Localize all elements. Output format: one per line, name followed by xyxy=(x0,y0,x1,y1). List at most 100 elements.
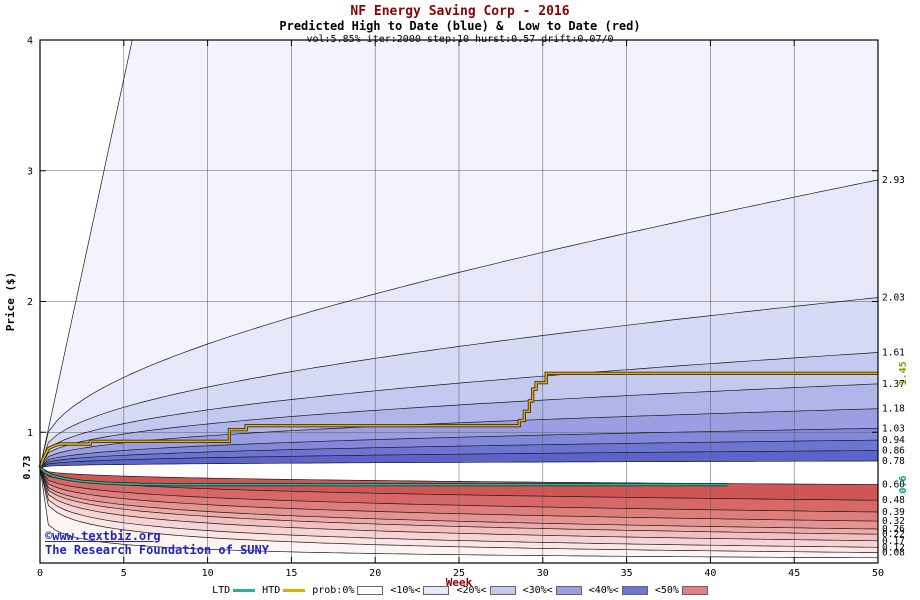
low-envelope-curve xyxy=(39,467,879,559)
envelope-value-label: 1.37 xyxy=(882,379,905,390)
low-envelope-curve xyxy=(39,467,879,542)
legend-line-sample xyxy=(283,589,306,592)
legend-label: HTD xyxy=(262,585,281,596)
legend-item: <30%< xyxy=(523,585,582,596)
high-envelope-curve xyxy=(39,408,879,468)
chart-subtitle: Predicted High to Date (blue) & Low to D… xyxy=(279,18,641,33)
probability-band xyxy=(40,383,878,468)
probability-band xyxy=(40,428,878,468)
legend-item: HTD xyxy=(262,585,306,596)
x-tick-label: 45 xyxy=(788,568,800,579)
high-envelope-curve xyxy=(39,383,879,468)
envelope-value-label: 0.26 xyxy=(882,524,905,535)
envelope-value-label: 0.22 xyxy=(882,529,905,540)
x-tick-label: 5 xyxy=(121,568,127,579)
legend-swatch xyxy=(357,586,384,595)
htd-line xyxy=(39,372,878,468)
legend-label: <40%< xyxy=(588,585,619,596)
low-envelope-curve xyxy=(39,467,879,548)
ltd-line xyxy=(39,466,728,486)
envelope-value-label: 1.61 xyxy=(882,347,905,358)
legend-label: <30%< xyxy=(522,585,553,596)
envelope-value-label: 0.48 xyxy=(882,495,905,506)
envelope-value-label: 2.93 xyxy=(882,175,905,186)
envelope-value-label: 0.08 xyxy=(882,548,905,559)
envelope-value-label: 0.32 xyxy=(882,516,905,527)
high-envelope-curve xyxy=(39,427,879,468)
y-tick-label: 2 xyxy=(27,297,33,308)
axis-labels: 0 5 10 15 20 25 30 35 40 45 50 1 2 3 4 Week Price ($) 0.7… xyxy=(4,36,909,590)
watermark-link[interactable]: ©www.textbiz.org xyxy=(45,529,161,543)
grid-group xyxy=(40,40,878,563)
envelope-value-label: 0.86 xyxy=(882,446,905,457)
y-axis-title: Price ($) xyxy=(4,272,17,332)
x-tick-label: 30 xyxy=(537,568,549,579)
envelope-value-label: 0.94 xyxy=(882,435,905,446)
y-tick-label: 4 xyxy=(27,36,33,47)
legend-item: <50% xyxy=(655,585,708,596)
probability-band xyxy=(40,467,878,512)
legend-line-sample xyxy=(233,589,256,592)
x-tick-label: 15 xyxy=(285,568,297,579)
envelope-value-label: 0.60 xyxy=(882,480,905,491)
x-tick-label: 0 xyxy=(37,568,43,579)
high-envelope-curve xyxy=(39,179,879,468)
probability-band xyxy=(40,467,878,541)
legend: LTD HTD prob:0% <10%< <20%< <30%< <40%< <50% xyxy=(0,585,920,596)
high-envelope-curve xyxy=(39,352,879,468)
chart-params: vol:5.85% iter:2000 step:10 hurst:0.57 d… xyxy=(306,33,614,45)
x-tick-label: 35 xyxy=(621,568,633,579)
ltd-end-label: 0.6 xyxy=(898,476,909,494)
legend-label: <10%< xyxy=(390,585,421,596)
htd-end-label: 1.45 xyxy=(898,361,909,385)
x-axis-title: Week xyxy=(446,576,473,589)
envelope-value-label: 1.03 xyxy=(882,423,905,434)
y-tick-label: 3 xyxy=(27,166,33,177)
start-price-label: 0.73 xyxy=(22,456,33,480)
x-tick-label: 40 xyxy=(704,568,716,579)
low-envelope-curve xyxy=(39,467,878,553)
high-envelope-curve xyxy=(39,439,879,468)
legend-item: LTD xyxy=(212,585,256,596)
x-tick-label: 50 xyxy=(872,568,884,579)
legend-item: prob:0% xyxy=(312,585,384,596)
low-envelope-curve xyxy=(39,467,879,485)
watermark-org: The Research Foundation of SUNY xyxy=(45,543,269,557)
probability-band xyxy=(40,408,878,468)
envelope-value-label: 1.18 xyxy=(882,404,905,415)
legend-label: LTD xyxy=(212,585,231,596)
legend-label: prob:0% xyxy=(312,585,355,596)
y-tick-label: 1 xyxy=(27,428,33,439)
chart-title: NF Energy Saving Corp - 2016 xyxy=(350,4,570,19)
legend-item: <10%< xyxy=(390,585,450,596)
legend-label: <20%< xyxy=(456,585,487,596)
legend-swatch xyxy=(489,586,516,595)
high-envelope-curve xyxy=(39,297,879,468)
title-block: NF Energy Saving Corp - 2016 Predicted H… xyxy=(0,4,920,45)
legend-swatch xyxy=(423,586,450,595)
envelope-value-label: 2.03 xyxy=(882,293,905,304)
low-envelope-curve xyxy=(39,467,879,530)
probability-band xyxy=(40,467,878,535)
low-envelope-curve xyxy=(39,467,878,501)
probability-band xyxy=(40,352,878,468)
probability-band xyxy=(40,467,878,548)
high-envelope-curve xyxy=(39,460,878,468)
low-envelope-curve xyxy=(39,467,879,522)
ticks-group xyxy=(39,39,879,563)
envelope-value-label: 0.78 xyxy=(882,456,905,467)
legend-label: <50% xyxy=(654,585,679,596)
x-tick-label: 20 xyxy=(369,568,381,579)
envelope-value-label: 0.12 xyxy=(882,542,905,553)
legend-swatch xyxy=(621,586,648,595)
low-envelope-curve xyxy=(39,467,879,513)
max-envelope-curve xyxy=(39,39,133,468)
high-envelope-curve xyxy=(39,450,878,468)
legend-item: <40%< xyxy=(589,585,648,596)
legend-item: <20%< xyxy=(456,585,516,596)
x-tick-label: 10 xyxy=(202,568,214,579)
legend-swatch xyxy=(555,586,582,595)
envelope-curves xyxy=(39,39,879,559)
legend-swatch xyxy=(681,586,708,595)
